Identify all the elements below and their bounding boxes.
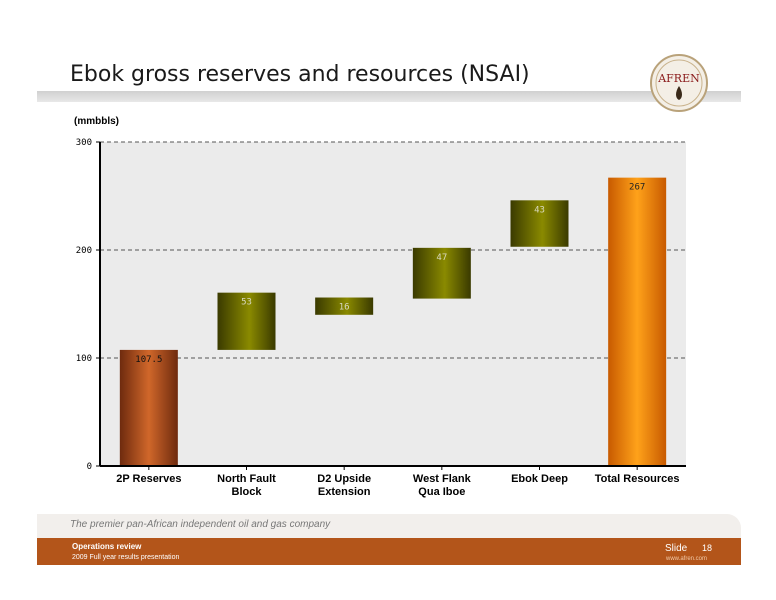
bar: [510, 200, 569, 247]
bar: [315, 297, 374, 315]
x-tick-label: West Flank: [413, 473, 472, 485]
data-label: 47: [436, 253, 447, 263]
footer-website: www.afren.com: [666, 556, 708, 562]
x-tick-label: Block: [232, 486, 263, 498]
x-tick-label: Ebok Deep: [511, 473, 568, 485]
bar: [412, 247, 471, 299]
page-title: Ebok gross reserves and resources (NSAI): [70, 62, 530, 87]
bar: [119, 349, 178, 466]
data-label: 53: [241, 298, 252, 308]
y-tick-label: 200: [76, 246, 92, 256]
footer-section: Operations review: [72, 542, 142, 551]
plot-area: [100, 142, 686, 466]
y-tick-label: 100: [76, 354, 92, 364]
title-underline: [37, 91, 741, 102]
bar: [217, 292, 276, 350]
afren-logo-icon: AFREN: [650, 54, 708, 112]
data-label: 267: [629, 183, 645, 193]
x-tick-label: Qua Iboe: [418, 486, 465, 498]
svg-text:AFREN: AFREN: [657, 72, 700, 85]
y-tick-label: 300: [76, 138, 92, 148]
footer-presentation: 2009 Full year results presentation: [72, 554, 180, 561]
y-axis-label: (mmbbls): [74, 116, 119, 127]
y-tick-label: 0: [87, 462, 92, 472]
data-label: 43: [534, 205, 545, 215]
x-tick-label: 2P Reserves: [116, 473, 181, 485]
slide-label: Slide: [665, 543, 688, 554]
x-tick-label: Total Resources: [595, 473, 680, 485]
x-tick-label: D2 Upside: [317, 473, 371, 485]
x-tick-label: North Fault: [217, 473, 276, 485]
footer-bar: [37, 538, 741, 565]
x-tick-label: Extension: [318, 486, 371, 498]
data-label: 107.5: [135, 355, 162, 365]
data-label: 16: [339, 303, 350, 313]
footer-tagline: The premier pan-African independent oil …: [70, 519, 331, 530]
footer-band: [37, 514, 741, 538]
bar: [608, 177, 667, 466]
slide-number: 18: [702, 543, 713, 553]
